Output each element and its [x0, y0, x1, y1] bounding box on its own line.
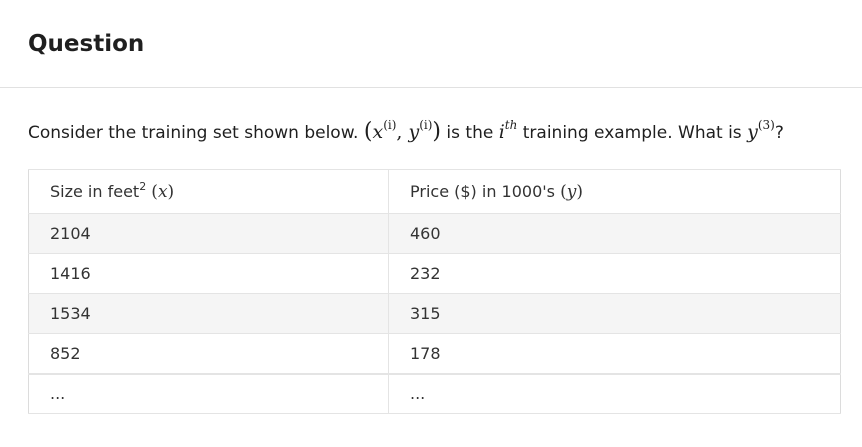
- ith-superscript: th: [504, 118, 518, 132]
- training-pair-expression: (x(i), y(i)): [363, 118, 442, 144]
- cell-price: 315: [388, 293, 841, 334]
- pair-x-superscript: (i): [383, 118, 397, 132]
- prompt-text-intro: Consider the training set shown below.: [28, 123, 359, 143]
- cell-size: 1416: [28, 253, 389, 294]
- prompt-question-mark: ?: [774, 123, 784, 143]
- question-header: Question: [0, 0, 862, 88]
- cell-size-ellipsis: ...: [28, 372, 389, 414]
- cell-size: 1534: [28, 293, 389, 334]
- table-header-row: Size in feet2 (x) Price ($) in 1000's (y…: [28, 169, 841, 214]
- training-set-table: Size in feet2 (x) Price ($) in 1000's (y…: [28, 169, 841, 414]
- pair-y-superscript: (i): [419, 118, 433, 132]
- table-row: 1534 315: [28, 293, 841, 334]
- asked-var-superscript: (3): [757, 118, 775, 132]
- table-row: 1416 232: [28, 253, 841, 294]
- pair-y-var: y: [408, 121, 420, 143]
- cell-size: 2104: [28, 213, 389, 254]
- asked-variable: y(3): [747, 118, 775, 143]
- header-size: Size in feet2 (x): [28, 169, 389, 214]
- ith-base: i: [498, 121, 505, 143]
- cell-price-ellipsis: ...: [388, 372, 841, 414]
- pair-comma: ,: [396, 121, 409, 143]
- header-price: Price ($) in 1000's (y): [388, 169, 841, 214]
- cell-price: 178: [388, 333, 841, 374]
- prompt-text-training-example: training example. What is: [522, 123, 742, 143]
- cell-price: 232: [388, 253, 841, 294]
- asked-var-y: y: [747, 121, 758, 143]
- header-price-var: (y): [560, 181, 583, 202]
- pair-x-var: x: [372, 121, 384, 143]
- pair-open-paren: (: [363, 119, 373, 144]
- question-prompt: Consider the training set shown below. (…: [28, 114, 784, 151]
- cell-size: 852: [28, 333, 389, 374]
- cell-price: 460: [388, 213, 841, 254]
- question-title: Question: [28, 31, 145, 57]
- prompt-text-is-the: is the: [446, 123, 494, 143]
- table-row: 852 178: [28, 333, 841, 374]
- header-size-exponent: 2: [139, 179, 147, 193]
- header-size-var: (x): [151, 181, 175, 202]
- table-row-ellipsis: ... ...: [28, 372, 841, 414]
- pair-close-paren: ): [432, 119, 442, 144]
- table-row: 2104 460: [28, 213, 841, 254]
- ith-expression: ith: [498, 118, 518, 143]
